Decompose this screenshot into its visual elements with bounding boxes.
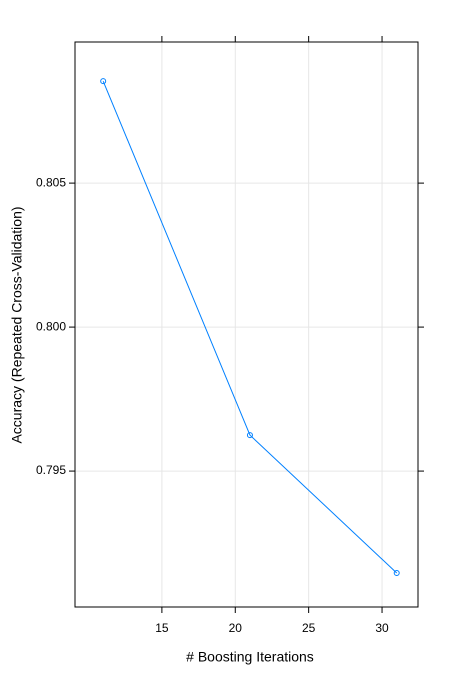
- data-point: [100, 78, 107, 85]
- x-tick-label: 20: [229, 621, 243, 635]
- x-tick-label: 25: [302, 621, 316, 635]
- data-line: [102, 80, 398, 574]
- data-point: [393, 570, 400, 577]
- x-tick-label: 30: [375, 621, 389, 635]
- y-tick-label: 0.805: [36, 175, 66, 189]
- data-point: [246, 432, 253, 439]
- y-axis-title: Accuracy (Repeated Cross-Validation): [9, 206, 25, 443]
- y-tick-label: 0.795: [36, 463, 66, 477]
- y-tick-label: 0.800: [36, 319, 66, 333]
- plot-frame: [74, 41, 419, 608]
- x-axis-title: # Boosting Iterations: [186, 649, 314, 665]
- x-tick-label: 15: [155, 621, 169, 635]
